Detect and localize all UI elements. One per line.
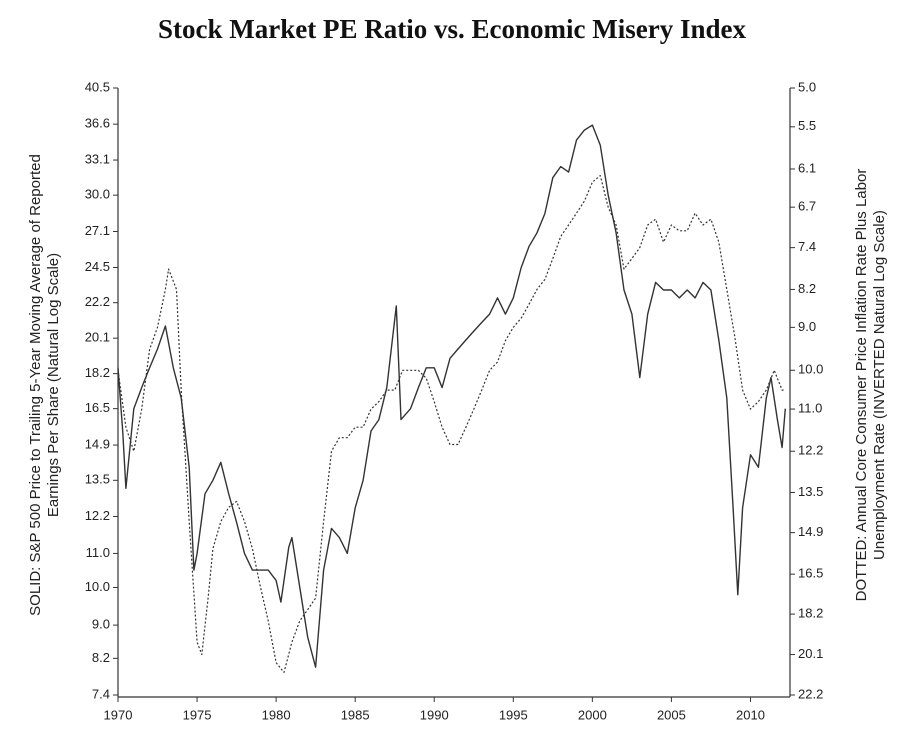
y-tick-label: 16.5 xyxy=(85,400,110,415)
y2-tick-label: 5.0 xyxy=(798,79,816,94)
x-tick-label: 1995 xyxy=(499,707,528,722)
y2-tick-label: 16.5 xyxy=(798,566,823,581)
x-tick-label: 2000 xyxy=(578,707,607,722)
y-axis-label: SOLID: S&P 500 Price to Trailing 5-Year … xyxy=(27,154,44,616)
x-tick-label: 2005 xyxy=(657,707,686,722)
y2-tick-label: 11.0 xyxy=(798,401,822,416)
y-tick-label: 33.1 xyxy=(85,151,110,166)
y2-axis-label: Unemployment Rate (INVERTED Natural Log … xyxy=(871,210,888,560)
y2-tick-label: 6.7 xyxy=(798,199,816,214)
x-tick-label: 1970 xyxy=(104,707,133,722)
y2-tick-label: 22.2 xyxy=(798,686,823,701)
y2-axis-label: DOTTED: Annual Core Consumer Price Infla… xyxy=(853,169,870,602)
x-tick-label: 1975 xyxy=(183,707,212,722)
y-tick-label: 22.2 xyxy=(85,294,110,309)
x-tick-label: 2010 xyxy=(736,707,765,722)
y2-tick-label: 6.1 xyxy=(798,160,816,175)
y-tick-label: 10.0 xyxy=(85,579,110,594)
y-axis-label: Earnings Per Share (Natural Log Scale) xyxy=(45,253,62,517)
y2-tick-label: 18.2 xyxy=(798,606,823,621)
y2-tick-label: 5.5 xyxy=(798,118,816,133)
y-tick-label: 30.0 xyxy=(85,187,110,202)
y-tick-label: 27.1 xyxy=(85,223,110,238)
y-tick-label: 18.2 xyxy=(85,365,110,380)
y-tick-label: 14.9 xyxy=(85,437,110,452)
y2-tick-label: 20.1 xyxy=(798,646,823,661)
y-tick-label: 11.0 xyxy=(86,545,110,560)
y-tick-label: 12.2 xyxy=(85,508,110,523)
y2-tick-label: 12.2 xyxy=(798,443,823,458)
y2-tick-label: 9.0 xyxy=(798,319,816,334)
x-tick-label: 1985 xyxy=(341,707,370,722)
x-tick-label: 1980 xyxy=(262,707,291,722)
y-tick-label: 20.1 xyxy=(85,330,110,345)
y2-tick-label: 14.9 xyxy=(798,524,823,539)
series-line xyxy=(117,124,786,668)
y2-tick-label: 10.0 xyxy=(798,362,823,377)
y2-tick-label: 8.2 xyxy=(798,281,816,296)
y-tick-label: 7.4 xyxy=(92,686,110,701)
y2-tick-label: 7.4 xyxy=(798,239,816,254)
y-tick-label: 24.5 xyxy=(85,259,110,274)
y2-tick-label: 13.5 xyxy=(798,484,823,499)
y-tick-label: 40.5 xyxy=(85,79,110,94)
y-tick-label: 9.0 xyxy=(92,617,110,632)
y-tick-label: 13.5 xyxy=(85,472,110,487)
series-line xyxy=(117,175,786,673)
chart-title: Stock Market PE Ratio vs. Economic Miser… xyxy=(158,14,746,44)
x-tick-label: 1990 xyxy=(420,707,449,722)
y-tick-label: 36.6 xyxy=(85,116,110,131)
y-tick-label: 8.2 xyxy=(92,650,110,665)
